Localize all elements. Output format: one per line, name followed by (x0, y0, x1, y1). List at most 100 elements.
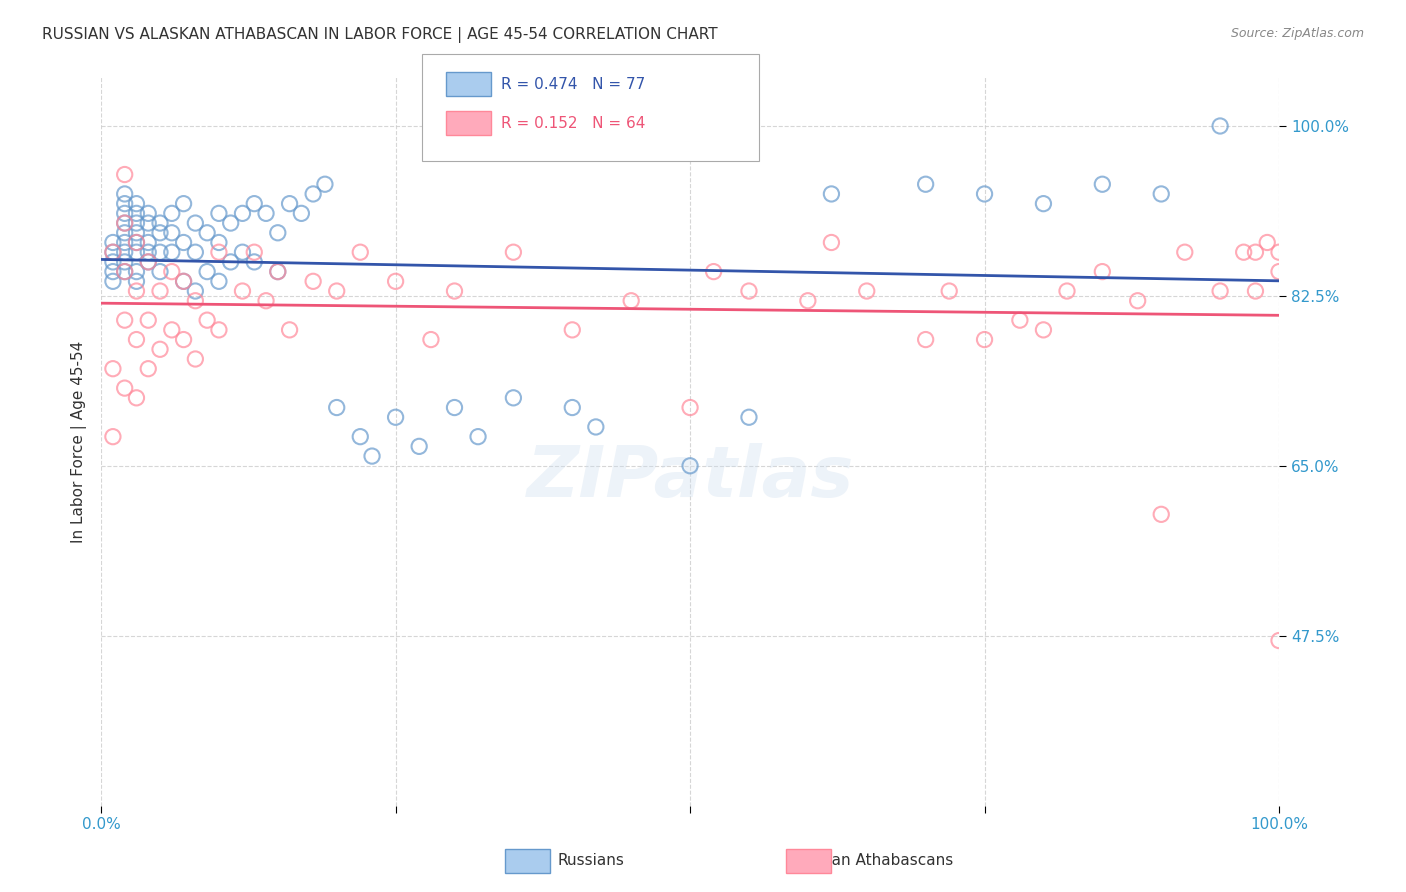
Point (278, 196, 301, 211)
Point (195, 265, 218, 279)
Point (184, 216, 207, 230)
Point (1174, 245, 1197, 260)
Point (243, 255, 266, 269)
Point (1150, 186, 1173, 201)
Point (173, 196, 195, 211)
Point (149, 226, 172, 240)
Point (208, 235, 231, 250)
Point (219, 216, 242, 230)
Point (973, 333, 995, 347)
Point (173, 274, 195, 288)
Point (136, 255, 159, 269)
Point (443, 401, 465, 415)
Point (1209, 119, 1232, 133)
Point (349, 245, 371, 260)
Point (1091, 178, 1114, 192)
Point (290, 206, 312, 220)
Point (173, 333, 195, 347)
Point (243, 196, 266, 211)
Point (173, 274, 195, 288)
Point (231, 284, 253, 298)
Point (1150, 508, 1173, 522)
Point (114, 235, 136, 250)
Point (973, 186, 995, 201)
Point (679, 401, 702, 415)
Point (349, 430, 371, 444)
Text: Russians: Russians (557, 854, 624, 868)
Point (561, 401, 583, 415)
Point (149, 343, 172, 357)
Point (443, 284, 465, 298)
Point (114, 196, 136, 211)
Point (101, 245, 124, 260)
Point (267, 265, 290, 279)
Point (254, 293, 277, 308)
Point (173, 235, 195, 250)
Point (231, 206, 253, 220)
Point (278, 323, 301, 337)
Point (738, 410, 761, 425)
Point (149, 284, 172, 298)
Point (384, 410, 406, 425)
Point (125, 216, 148, 230)
Point (325, 284, 347, 298)
Point (114, 216, 136, 230)
Point (1209, 284, 1232, 298)
Point (149, 265, 172, 279)
Text: Source: ZipAtlas.com: Source: ZipAtlas.com (1230, 27, 1364, 40)
Point (149, 245, 172, 260)
Point (1244, 284, 1267, 298)
Point (101, 274, 124, 288)
Point (125, 391, 148, 405)
Point (361, 449, 384, 463)
Point (125, 265, 148, 279)
Point (195, 226, 218, 240)
Point (125, 235, 148, 250)
Point (254, 206, 277, 220)
Point (125, 196, 148, 211)
Text: Alaskan Athabascans: Alaskan Athabascans (790, 854, 953, 868)
Point (114, 216, 136, 230)
Point (125, 206, 148, 220)
Point (114, 186, 136, 201)
Point (136, 245, 159, 260)
Point (914, 333, 936, 347)
Text: RUSSIAN VS ALASKAN ATHABASCAN IN LABOR FORCE | AGE 45-54 CORRELATION CHART: RUSSIAN VS ALASKAN ATHABASCAN IN LABOR F… (42, 27, 718, 43)
Point (160, 265, 183, 279)
Point (820, 235, 842, 250)
Point (1126, 293, 1149, 308)
Point (1268, 633, 1291, 648)
Point (1244, 245, 1267, 260)
Point (302, 186, 325, 201)
Point (231, 245, 253, 260)
Point (1008, 313, 1031, 327)
Point (797, 293, 820, 308)
Point (1233, 245, 1256, 260)
Point (855, 284, 877, 298)
Point (243, 245, 266, 260)
Point (502, 245, 524, 260)
Point (585, 420, 607, 434)
Point (136, 361, 159, 376)
Point (136, 216, 159, 230)
Point (703, 265, 725, 279)
Point (820, 186, 842, 201)
Point (267, 226, 290, 240)
Point (101, 245, 124, 260)
Point (160, 206, 183, 220)
Point (114, 255, 136, 269)
Point (125, 226, 148, 240)
Point (208, 206, 231, 220)
Point (620, 293, 643, 308)
Point (314, 178, 336, 192)
Point (195, 313, 218, 327)
Point (184, 351, 207, 366)
Point (125, 274, 148, 288)
Point (1268, 245, 1291, 260)
Text: ZIPatlas: ZIPatlas (526, 443, 853, 512)
Point (1256, 235, 1278, 250)
Point (1056, 284, 1078, 298)
Point (101, 361, 124, 376)
Point (114, 226, 136, 240)
Point (408, 439, 430, 453)
